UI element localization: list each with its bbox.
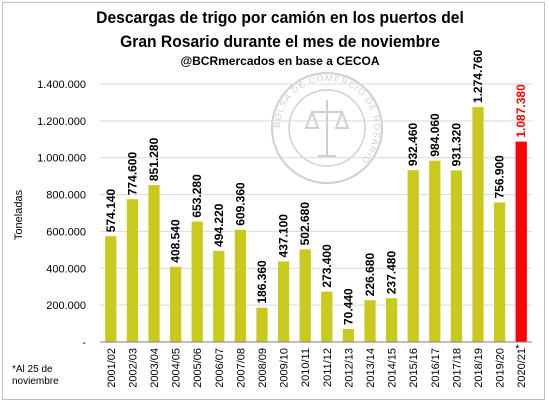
y-tick-labels: - 200.000 400.000 600.000 800.000 1.000.000 1.…: [37, 79, 86, 349]
x-tick-label: 2010/11: [300, 348, 312, 387]
highlight-marker: *: [515, 343, 520, 355]
bar: [515, 141, 527, 342]
bar: [148, 185, 160, 342]
chart-title: Descargas de trigo por camión en los pue…: [96, 8, 464, 51]
value-label: 437.100: [277, 214, 291, 258]
x-tick-label: 2002/03: [127, 348, 139, 388]
footnote: *Al 25 de noviembre: [12, 364, 59, 387]
y-tick-label: 800.000: [46, 190, 86, 202]
x-tick-label: 2020/21: [516, 348, 528, 388]
y-tick-label: 600.000: [46, 226, 86, 238]
value-label: 70.440: [341, 288, 355, 325]
bar: [213, 250, 225, 342]
value-label: 237.480: [385, 251, 399, 295]
chart-subtitle: @BCRmercados en base a CECOA: [180, 54, 380, 68]
bcr-seal-watermark: BOLSA DE COMERCIO DE ROSARIO: [271, 72, 383, 184]
value-label: 1.274.760: [471, 49, 485, 103]
x-tick-label: 2001/02: [106, 348, 118, 388]
x-tick-label: 2012/13: [343, 348, 355, 388]
x-tick-label: 2015/16: [408, 348, 420, 388]
bar: [450, 170, 463, 342]
value-label: 408.540: [169, 219, 183, 263]
bar: [277, 261, 290, 342]
y-tick-label: 1.200.000: [37, 116, 86, 128]
x-tick-label: 2017/18: [451, 348, 463, 388]
y-tick-label: 1.400.000: [37, 79, 86, 91]
bar: [472, 107, 484, 342]
value-label: 931.320: [449, 123, 463, 167]
bar: [429, 160, 441, 342]
y-tick-label: -: [82, 337, 86, 349]
value-labels: 574.140 774.600 851.280 408.540 653.280 494.2…: [104, 49, 528, 325]
bar: [234, 229, 247, 342]
x-tick-label: 2005/06: [192, 348, 204, 388]
bar: [191, 221, 203, 342]
x-tick-label: 2004/05: [171, 348, 183, 388]
value-label: 756.900: [493, 155, 507, 199]
value-label: 932.460: [406, 122, 420, 166]
x-tick-label: 2011/12: [322, 348, 334, 387]
value-label: 1.087.380: [514, 84, 528, 138]
bar: [342, 329, 355, 342]
bars: [105, 107, 527, 342]
bar: [169, 266, 182, 342]
x-tick-label: 2016/17: [430, 348, 442, 388]
value-label: 851.280: [147, 137, 161, 181]
x-tick-label: 2008/09: [257, 348, 269, 388]
y-axis-label: Toneladas: [13, 189, 25, 240]
bar: [299, 249, 311, 342]
x-tick-label: 2003/04: [149, 348, 161, 388]
x-tick-label: 2018/19: [473, 348, 485, 388]
gridlines: [100, 83, 532, 306]
value-label: 186.360: [255, 260, 269, 304]
bar: [385, 298, 398, 342]
value-label: 653.280: [190, 174, 204, 218]
bar: [493, 202, 506, 342]
bar: [105, 236, 117, 342]
x-tick-label: 2006/07: [214, 348, 226, 388]
x-tick-label: 2019/20: [495, 348, 507, 388]
x-tick-label: 2007/08: [235, 348, 247, 388]
bar: [256, 307, 268, 342]
bar: [321, 291, 333, 342]
y-tick-label: 400.000: [46, 263, 86, 275]
bar: [364, 300, 376, 342]
value-label: 774.600: [125, 152, 139, 196]
y-tick-label: 1.000.000: [37, 153, 86, 165]
value-label: 494.220: [212, 203, 226, 247]
x-tick-label: 2014/15: [387, 348, 399, 388]
bar: [126, 199, 139, 342]
y-tick-label: 200.000: [46, 300, 86, 312]
value-label: 609.360: [233, 182, 247, 226]
x-tick-label: 2013/14: [365, 348, 377, 388]
x-tick-labels: 2001/02 2002/03 2003/04 2004/05 2005/06 2006/…: [106, 343, 528, 388]
bar: [407, 170, 419, 342]
value-label: 226.680: [363, 253, 377, 297]
value-label: 502.680: [298, 202, 312, 246]
value-label: 574.140: [104, 188, 118, 232]
x-tick-label: 2009/10: [279, 348, 291, 388]
value-label: 984.060: [428, 113, 442, 157]
value-label: 273.400: [320, 244, 334, 288]
